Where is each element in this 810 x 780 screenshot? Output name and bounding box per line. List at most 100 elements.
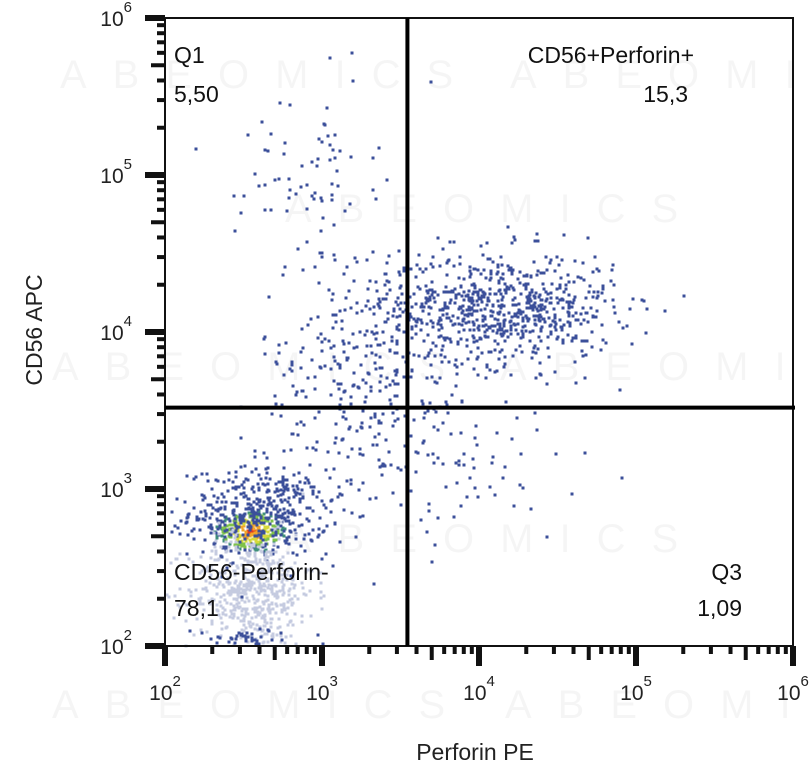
data-point: [579, 322, 583, 326]
data-point: [345, 479, 349, 483]
data-point: [215, 641, 219, 645]
data-point: [498, 310, 502, 314]
data-point: [265, 490, 269, 494]
data-point: [209, 573, 213, 577]
data-point: [227, 640, 231, 644]
data-point: [499, 332, 503, 336]
data-point: [289, 634, 293, 638]
data-point: [206, 565, 210, 569]
data-point: [277, 537, 281, 541]
data-point: [374, 280, 378, 284]
data-point: [209, 523, 213, 527]
data-point: [645, 307, 649, 311]
data-point: [388, 383, 392, 387]
data-point: [249, 514, 253, 518]
data-point: [567, 303, 571, 307]
data-point: [241, 607, 245, 611]
data-point: [609, 279, 613, 283]
data-point: [386, 311, 390, 315]
data-point: [521, 316, 525, 320]
data-point: [418, 267, 422, 271]
data-point: [630, 342, 634, 346]
data-point: [236, 566, 240, 570]
data-point: [395, 370, 399, 374]
data-point: [538, 319, 542, 323]
data-point: [185, 516, 189, 520]
data-point: [234, 545, 238, 549]
data-point: [531, 329, 535, 333]
y-tick-base: 10: [100, 479, 123, 502]
data-point: [351, 79, 355, 83]
data-point: [245, 568, 249, 572]
data-point: [255, 518, 259, 522]
data-point: [246, 478, 250, 482]
data-point: [538, 361, 542, 365]
data-point: [255, 590, 259, 594]
data-point: [457, 322, 461, 326]
data-point: [228, 523, 232, 527]
data-point: [549, 296, 553, 300]
data-point: [422, 439, 426, 443]
data-point: [279, 520, 283, 524]
data-point: [205, 472, 209, 476]
data-point: [291, 601, 295, 605]
data-point: [593, 255, 597, 259]
data-point: [395, 394, 399, 398]
data-point: [253, 551, 257, 555]
data-point: [310, 160, 314, 164]
data-point: [268, 496, 272, 500]
data-point: [377, 297, 381, 301]
data-point: [372, 305, 376, 309]
data-point: [341, 437, 345, 441]
data-point: [199, 510, 203, 514]
data-point: [237, 551, 241, 555]
data-point: [451, 323, 455, 327]
data-point: [215, 592, 219, 596]
data-point: [477, 328, 481, 332]
data-point: [280, 514, 284, 518]
data-point: [255, 606, 259, 610]
data-point: [280, 580, 284, 584]
data-point: [533, 411, 537, 415]
data-point: [288, 522, 292, 526]
data-point: [484, 276, 488, 280]
data-point: [263, 208, 267, 212]
data-point: [242, 542, 246, 546]
data-point: [376, 343, 380, 347]
data-point: [513, 323, 517, 327]
data-point: [246, 533, 250, 537]
data-point: [549, 258, 553, 262]
data-point: [360, 309, 364, 313]
data-point: [209, 531, 213, 535]
data-point: [266, 149, 270, 153]
data-point: [566, 273, 570, 277]
data-point: [416, 285, 420, 289]
data-point: [376, 302, 380, 306]
data-point: [558, 318, 562, 322]
data-point: [391, 314, 395, 318]
data-point: [535, 273, 539, 277]
data-point: [425, 530, 429, 534]
data-point: [421, 441, 425, 445]
data-point: [555, 287, 559, 291]
data-point: [441, 307, 445, 311]
data-point: [528, 291, 532, 295]
data-point: [496, 270, 500, 274]
data-point: [519, 336, 523, 340]
data-point: [294, 493, 298, 497]
data-point: [461, 304, 465, 308]
data-point: [438, 308, 442, 312]
quadrant-q4-name: CD56-Perforin-: [174, 559, 329, 585]
data-point: [232, 612, 236, 616]
data-point: [240, 632, 244, 636]
data-point: [590, 330, 594, 334]
data-point: [204, 512, 208, 516]
data-point: [266, 496, 270, 500]
data-point: [508, 267, 512, 271]
data-point: [281, 475, 285, 479]
data-point: [203, 538, 207, 542]
data-point: [259, 541, 263, 545]
data-point: [224, 517, 228, 521]
data-point: [295, 553, 299, 557]
